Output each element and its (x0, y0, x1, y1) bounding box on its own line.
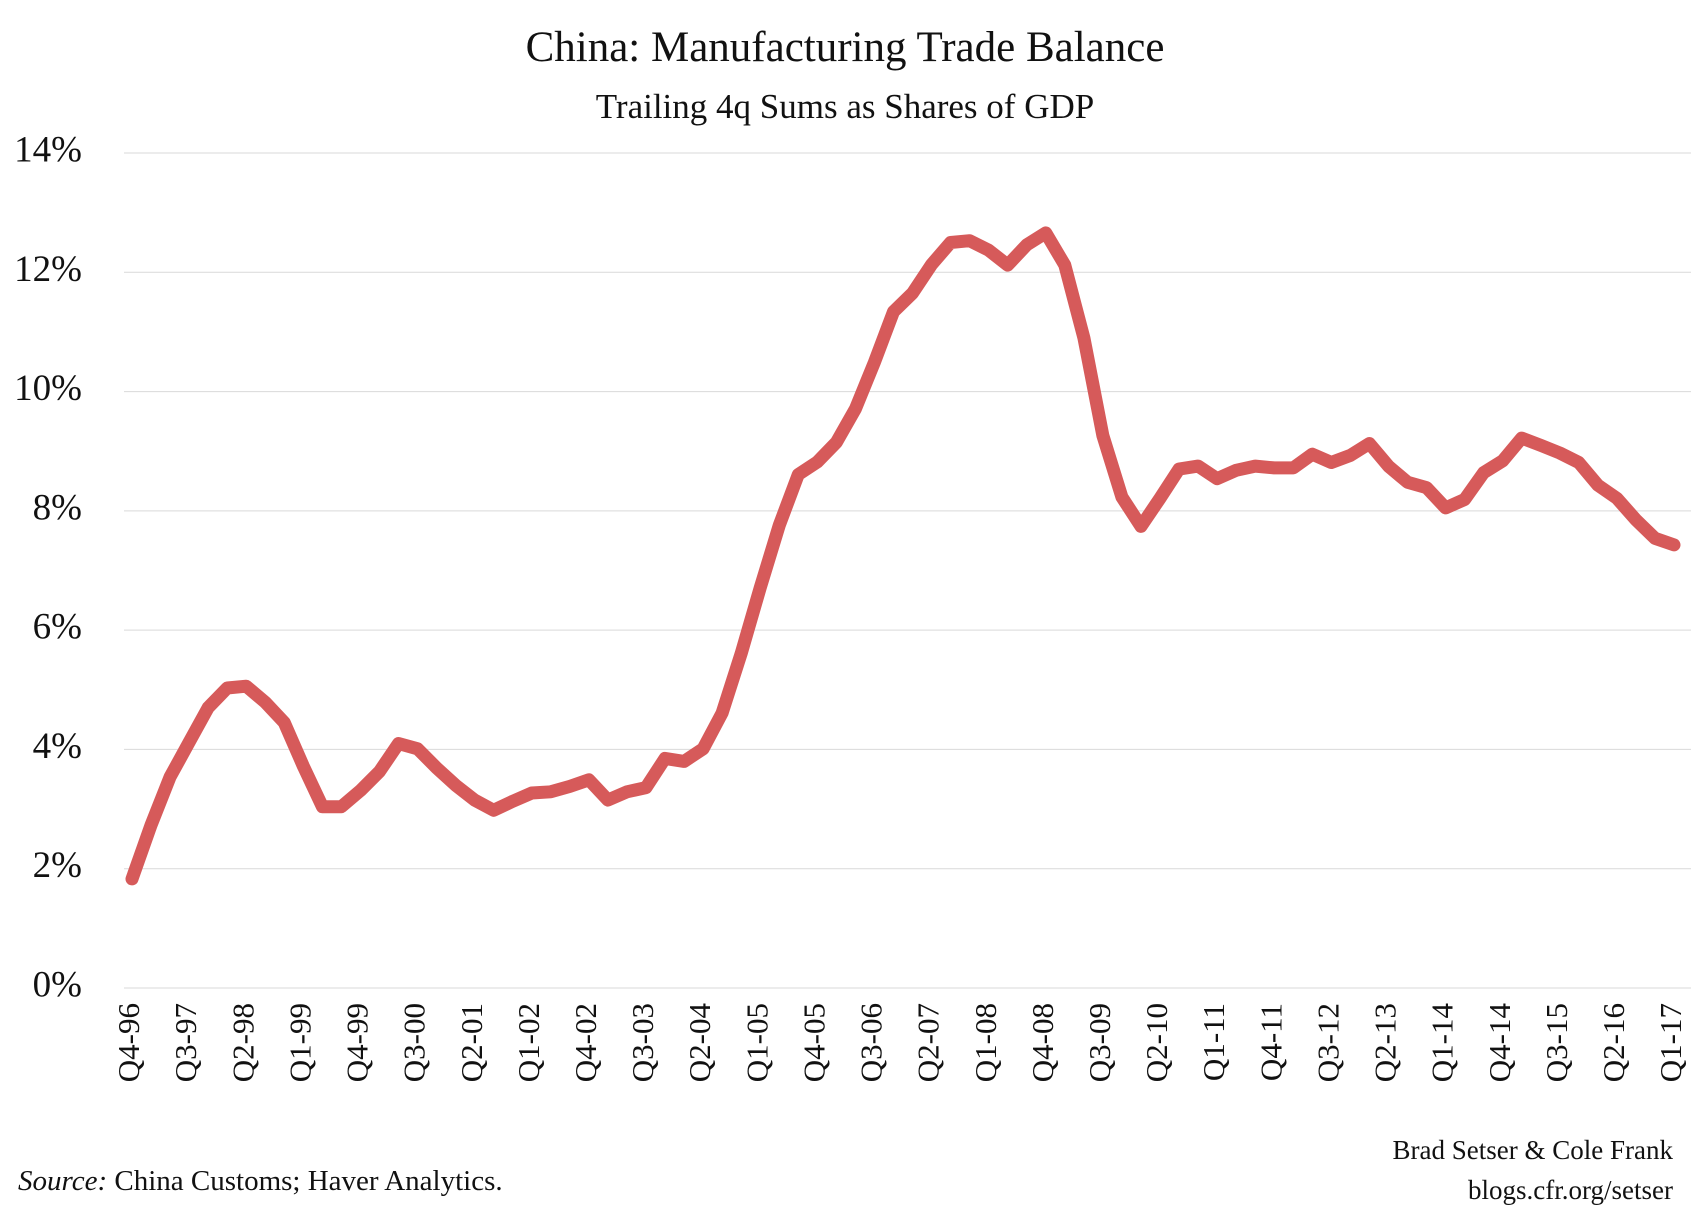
x-tick-label: Q1-11 (1196, 1003, 1231, 1081)
x-tick-label: Q1-02 (511, 1003, 546, 1082)
y-tick-label: 4% (33, 726, 82, 767)
x-tick-label: Q1-14 (1425, 1003, 1460, 1083)
credit: Brad Setser & Cole Frank (1393, 1135, 1674, 1165)
y-tick-label: 10% (14, 368, 82, 409)
y-tick-label: 2% (33, 845, 82, 886)
x-tick-label: Q4-02 (568, 1003, 603, 1082)
y-tick-label: 12% (14, 249, 82, 290)
x-tick-label: Q3-97 (168, 1003, 203, 1082)
x-tick-label: Q3-09 (1082, 1003, 1117, 1082)
x-tick-label: Q4-11 (1253, 1003, 1288, 1081)
data-line (125, 226, 1681, 886)
x-tick-label: Q3-03 (625, 1003, 660, 1082)
x-tick-label: Q2-16 (1596, 1003, 1631, 1082)
x-tick-label: Q1-99 (282, 1003, 317, 1082)
source-label: Source: (18, 1165, 107, 1197)
x-tick-label: Q2-10 (1139, 1003, 1174, 1082)
x-tick-label: Q2-04 (682, 1003, 717, 1083)
x-tick-label: Q2-07 (911, 1003, 946, 1082)
x-tick-label: Q1-17 (1653, 1003, 1688, 1082)
y-tick-label: 6% (33, 607, 82, 648)
source-note: Source: China Customs; Haver Analytics. (18, 1165, 503, 1197)
x-tick-label: Q1-08 (968, 1003, 1003, 1082)
x-tick-label: Q4-05 (796, 1003, 831, 1082)
credit: blogs.cfr.org/setser (1468, 1175, 1673, 1205)
x-tick-label: Q3-06 (854, 1003, 889, 1082)
y-tick-label: 8% (33, 487, 82, 528)
y-tick-label: 0% (33, 964, 82, 1005)
x-tick-label: Q3-00 (397, 1003, 432, 1082)
x-tick-label: Q4-14 (1482, 1003, 1517, 1083)
x-tick-label: Q2-01 (454, 1003, 489, 1082)
x-tick-label: Q4-08 (1025, 1003, 1060, 1082)
x-tick-label: Q2-98 (225, 1003, 260, 1082)
x-tick-label: Q3-15 (1539, 1003, 1574, 1082)
x-tick-label: Q1-05 (739, 1003, 774, 1082)
x-tick-label: Q3-12 (1310, 1003, 1345, 1082)
source-text: China Customs; Haver Analytics. (114, 1165, 502, 1197)
y-tick-label: 14% (14, 129, 82, 170)
chart-title: China: Manufacturing Trade Balance (526, 24, 1165, 71)
chart-subtitle: Trailing 4q Sums as Shares of GDP (596, 87, 1094, 126)
x-tick-label: Q2-13 (1368, 1003, 1403, 1082)
x-tick-label: Q4-99 (340, 1003, 375, 1082)
x-tick-label: Q4-96 (111, 1003, 146, 1082)
